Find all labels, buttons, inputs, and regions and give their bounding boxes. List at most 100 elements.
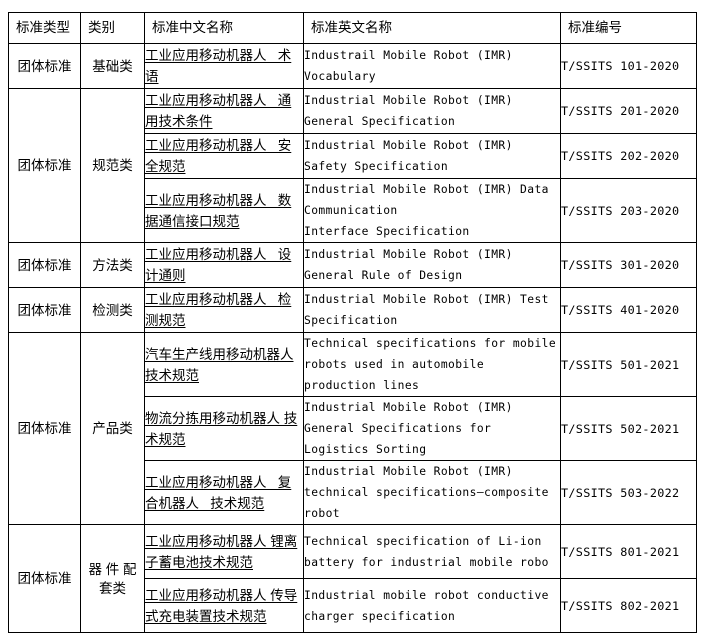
table-row: 工业应用移动机器人 数据通信接口规范 Industrial Mobile Robo… — [9, 178, 697, 243]
standards-table: 标准类型 类别 标准中文名称 标准英文名称 标准编号 团体标准 基础类 工业应用移动… — [8, 12, 697, 633]
cell-category: 规范类 — [80, 88, 145, 243]
name-cn-text: 物流分拣用移动机器人 技术规范 — [145, 410, 298, 447]
standard-number-text: T/SSITS 101-2020 — [561, 59, 680, 73]
cell-name-en: Industrial Mobile Robot (IMR) Data Commu… — [303, 178, 561, 243]
name-en-text: Industrial Mobile Robot (IMR) Test Speci… — [304, 293, 557, 327]
cell-name-cn: 工业应用移动机器人 设计通则 — [144, 242, 304, 288]
standard-number-text: T/SSITS 401-2020 — [561, 303, 680, 317]
name-cn-text: 工业应用移动机器人 复合机器人 技术规范 — [145, 474, 292, 511]
cell-category: 器 件 配套类 — [80, 524, 145, 633]
cell-name-cn: 工业应用移动机器人 锂离子蓄电池技术规范 — [144, 524, 304, 579]
column-header-type: 标准类型 — [8, 12, 81, 44]
cell-name-cn: 工业应用移动机器人 检测规范 — [144, 287, 304, 333]
column-header-name-en-label: 标准英文名称 — [311, 20, 392, 35]
table-header: 标准类型 类别 标准中文名称 标准英文名称 标准编号 — [8, 12, 697, 44]
standard-number-text: T/SSITS 203-2020 — [561, 203, 680, 218]
table-row: 工业应用移动机器人 复合机器人 技术规范 Industrial Mobile Ro… — [9, 460, 697, 525]
column-header-name-cn-label: 标准中文名称 — [152, 20, 233, 35]
table-header-row: 标准类型 类别 标准中文名称 标准英文名称 标准编号 — [8, 12, 697, 44]
cell-standard-number: T/SSITS 101-2020 — [560, 43, 697, 89]
category-text: 检测类 — [92, 302, 133, 318]
cell-name-cn: 工业应用移动机器人 复合机器人 技术规范 — [144, 460, 304, 525]
category-text: 产品类 — [92, 421, 133, 436]
standard-type-text: 团体标准 — [17, 257, 72, 273]
name-en-text: Industrial Mobile Robot (IMR) General Sp… — [304, 94, 521, 128]
column-header-type-label: 标准类型 — [16, 20, 70, 35]
name-en-text: Industrial Mobile Robot (IMR) General Sp… — [304, 401, 521, 456]
standard-number-text: T/SSITS 503-2022 — [561, 485, 680, 500]
cell-category: 基础类 — [80, 43, 145, 89]
table-row: 团体标准 方法类 工业应用移动机器人 设计通则 Industrial Mobile R… — [8, 242, 697, 288]
cell-name-en: Industrial Mobile Robot (IMR) Test Speci… — [303, 287, 561, 333]
table-row: 团体标准 基础类 工业应用移动机器人 术语 Industrail Mobile Rob… — [8, 43, 697, 89]
category-text: 基础类 — [92, 58, 133, 74]
table-row: 团体标准 检测类 工业应用移动机器人 检测规范 Industrial Mobile R… — [8, 287, 697, 333]
table-row: 团体标准 规范类 工业应用移动机器人 通用技术条件 Industrial Mobile… — [8, 88, 697, 243]
name-cn-text: 工业应用移动机器人 安全规范 — [145, 138, 292, 174]
cell-standard-number: T/SSITS 201-2020 — [560, 88, 697, 134]
name-cn-text: 工业应用移动机器人 数据通信接口规范 — [145, 192, 292, 229]
cell-category: 方法类 — [80, 242, 145, 288]
cell-standard-type: 团体标准 — [8, 43, 81, 89]
standard-type-text: 团体标准 — [17, 421, 72, 436]
cell-name-cn: 汽车生产线用移动机器人技术规范 — [144, 332, 304, 397]
column-header-number-label: 标准编号 — [568, 20, 622, 35]
table-row: 团体标准 产品类 汽车生产线用移动机器人技术规范 Technical specific… — [8, 332, 697, 525]
standard-type-text: 团体标准 — [17, 58, 72, 74]
cell-standard-number: T/SSITS 501-2021 — [560, 332, 697, 397]
cell-name-en: Industrial mobile robot conductive charg… — [303, 578, 561, 633]
cell-standard-number: T/SSITS 802-2021 — [560, 578, 697, 633]
cell-name-en: Industrial Mobile Robot (IMR) General Sp… — [303, 396, 561, 461]
standard-number-text: T/SSITS 501-2021 — [561, 357, 680, 372]
name-en-text: Industrial Mobile Robot (IMR) General Ru… — [304, 248, 521, 282]
name-en-text: Technical specifications for mobile robo… — [304, 337, 557, 392]
name-cn-text: 工业应用移动机器人 设计通则 — [145, 247, 292, 283]
cell-name-en: Technical specification of Li-ion batter… — [303, 524, 561, 579]
name-cn-text: 工业应用移动机器人 锂离子蓄电池技术规范 — [145, 533, 298, 570]
name-cn-text: 工业应用移动机器人 传导式充电装置技术规范 — [145, 587, 298, 624]
standard-type-text: 团体标准 — [17, 158, 72, 173]
category-text: 器 件 配套类 — [88, 561, 137, 596]
standard-type-text: 团体标准 — [17, 571, 72, 586]
standard-number-text: T/SSITS 201-2020 — [561, 104, 680, 118]
cell-name-cn: 工业应用移动机器人 数据通信接口规范 — [144, 178, 304, 243]
name-en-text: Industrail Mobile Robot (IMR) Vocabulary — [304, 49, 521, 83]
cell-name-en: Industrail Mobile Robot (IMR) Vocabulary — [303, 43, 561, 89]
cell-name-cn: 工业应用移动机器人 安全规范 — [144, 133, 304, 179]
standard-number-text: T/SSITS 502-2021 — [561, 421, 680, 436]
cell-standard-type: 团体标准 — [8, 287, 81, 333]
column-header-category: 类别 — [80, 12, 145, 44]
table-row: 团体标准 器 件 配套类 工业应用移动机器人 锂离子蓄电池技术规范 Technical… — [8, 524, 697, 633]
cell-standard-number: T/SSITS 801-2021 — [560, 524, 697, 579]
column-header-number: 标准编号 — [560, 12, 697, 44]
category-text: 规范类 — [92, 158, 133, 173]
column-header-name-cn: 标准中文名称 — [144, 12, 304, 44]
category-text: 方法类 — [92, 257, 133, 273]
name-cn-text: 工业应用移动机器人 检测规范 — [145, 292, 292, 328]
cell-standard-type: 团体标准 — [8, 524, 81, 633]
cell-standard-number: T/SSITS 301-2020 — [560, 242, 697, 288]
standard-number-text: T/SSITS 801-2021 — [561, 544, 680, 559]
name-en-text: Industrial Mobile Robot (IMR) technical … — [304, 465, 557, 520]
cell-name-en: Industrial Mobile Robot (IMR) General Ru… — [303, 242, 561, 288]
column-header-category-label: 类别 — [88, 20, 115, 35]
cell-name-cn: 物流分拣用移动机器人 技术规范 — [144, 396, 304, 461]
name-en-text: Industrial Mobile Robot (IMR) Data Commu… — [304, 183, 549, 238]
name-en-text: Industrial mobile robot conductive charg… — [304, 588, 557, 623]
standard-number-text: T/SSITS 301-2020 — [561, 258, 680, 272]
cell-name-en: Industrial Mobile Robot (IMR) technical … — [303, 460, 561, 525]
standard-number-text: T/SSITS 802-2021 — [561, 598, 680, 613]
cell-standard-type: 团体标准 — [8, 88, 81, 243]
name-en-text: Industrial Mobile Robot (IMR) Safety Spe… — [304, 139, 521, 173]
cell-name-cn: 工业应用移动机器人 通用技术条件 — [144, 88, 304, 134]
document-page: 标准类型 类别 标准中文名称 标准英文名称 标准编号 团体标准 基础类 工业应用移动… — [8, 12, 697, 633]
standard-type-text: 团体标准 — [17, 302, 72, 318]
cell-name-en: Industrial Mobile Robot (IMR) General Sp… — [303, 88, 561, 134]
standard-number-text: T/SSITS 202-2020 — [561, 149, 680, 163]
cell-category: 产品类 — [80, 332, 145, 525]
cell-standard-type: 团体标准 — [8, 332, 81, 525]
cell-standard-number: T/SSITS 202-2020 — [560, 133, 697, 179]
cell-standard-number: T/SSITS 502-2021 — [560, 396, 697, 461]
name-cn-text: 工业应用移动机器人 术语 — [145, 48, 292, 84]
cell-name-cn: 工业应用移动机器人 术语 — [144, 43, 304, 89]
